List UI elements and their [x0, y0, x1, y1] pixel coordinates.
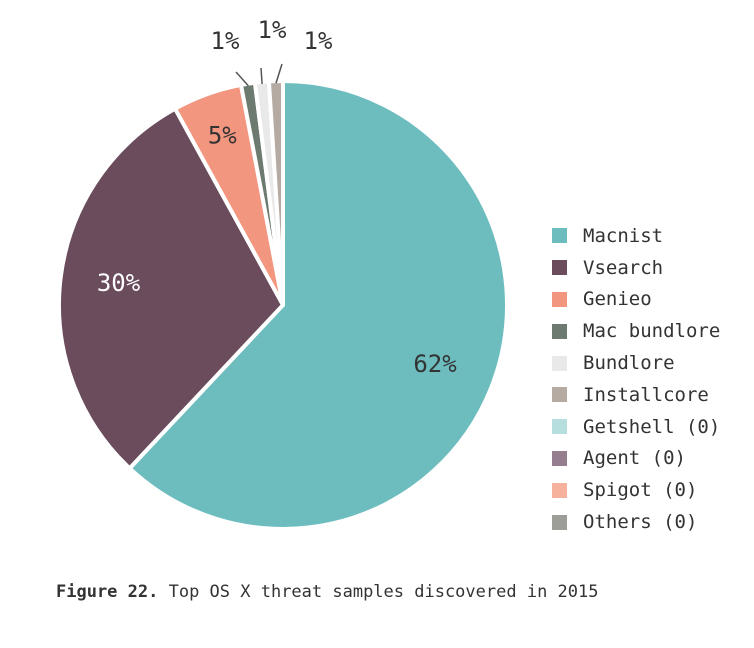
figure-caption-text: Top OS X threat samples discovered in 20…	[168, 582, 599, 602]
pie-chart: 62% 30% 5% 1% 1% 1%	[57, 16, 509, 531]
callout-label-bundlore: 1%	[258, 16, 287, 44]
callout-line-installcore	[275, 63, 283, 84]
pie-slice-vsearch	[57, 106, 285, 471]
slice-label-vsearch: 30%	[97, 269, 141, 297]
callout-line-bundlore	[260, 67, 263, 85]
legend-item-spigot: Spigot (0)	[552, 474, 720, 506]
callout-line-mac-bundlore	[235, 71, 249, 87]
legend-item-bundlore: Bundlore	[552, 347, 720, 379]
legend-swatch	[552, 291, 567, 307]
legend-label: Mac bundlore	[583, 320, 721, 343]
legend-swatch	[552, 450, 567, 466]
callout-label-mac-bundlore: 1%	[211, 27, 240, 55]
legend-label: Bundlore	[583, 352, 675, 375]
legend-swatch	[552, 387, 567, 403]
legend-label: Others (0)	[583, 511, 698, 534]
legend-label: Genieo	[583, 288, 652, 311]
legend-item-vsearch: Vsearch	[552, 252, 720, 284]
legend-label: Spigot (0)	[583, 479, 698, 502]
legend-item-mac-bundlore: Mac bundlore	[552, 315, 720, 347]
legend-item-macnist: Macnist	[552, 220, 720, 252]
chart-legend: Macnist Vsearch Genieo Mac bundlore Bund…	[552, 220, 720, 538]
legend-swatch	[552, 419, 567, 435]
legend-swatch	[552, 514, 567, 530]
legend-label: Macnist	[583, 224, 664, 247]
legend-item-agent: Agent (0)	[552, 443, 720, 475]
legend-label: Agent (0)	[583, 447, 686, 470]
pie-value-labels: 62% 30% 5% 1% 1% 1%	[97, 16, 457, 378]
legend-item-genieo: Genieo	[552, 284, 720, 316]
pie-slice-macnist	[127, 79, 509, 531]
callout-label-installcore: 1%	[304, 27, 333, 55]
legend-swatch	[552, 228, 567, 244]
figure-caption: Figure 22. Top OS X threat samples disco…	[56, 582, 598, 602]
pie-callout-lines	[235, 63, 283, 87]
legend-swatch	[552, 260, 567, 276]
legend-swatch	[552, 355, 567, 371]
slice-label-genieo: 5%	[208, 121, 237, 149]
pie-slices	[57, 78, 509, 531]
legend-swatch	[552, 323, 567, 339]
slice-label-macnist: 62%	[413, 350, 457, 378]
legend-item-installcore: Installcore	[552, 379, 720, 411]
legend-swatch	[552, 482, 567, 498]
legend-label: Getshell (0)	[583, 415, 721, 438]
legend-label: Installcore	[583, 383, 709, 406]
legend-item-others: Others (0)	[552, 506, 720, 538]
figure-number: Figure 22.	[56, 582, 159, 602]
legend-item-getshell: Getshell (0)	[552, 411, 720, 443]
legend-label: Vsearch	[583, 256, 664, 279]
